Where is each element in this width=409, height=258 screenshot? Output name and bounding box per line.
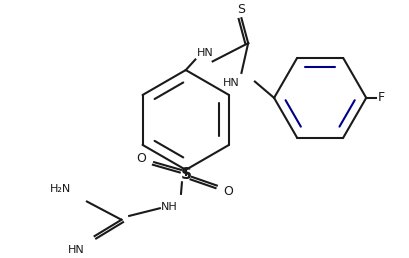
- Text: HN: HN: [68, 245, 85, 255]
- Text: F: F: [378, 91, 385, 104]
- Text: H₂N: H₂N: [50, 184, 72, 194]
- Text: O: O: [223, 186, 233, 198]
- Text: O: O: [137, 152, 146, 165]
- Text: S: S: [238, 3, 245, 16]
- Text: NH: NH: [161, 201, 178, 212]
- Text: S: S: [181, 167, 192, 182]
- Text: HN: HN: [197, 47, 214, 58]
- Text: HN: HN: [223, 78, 240, 88]
